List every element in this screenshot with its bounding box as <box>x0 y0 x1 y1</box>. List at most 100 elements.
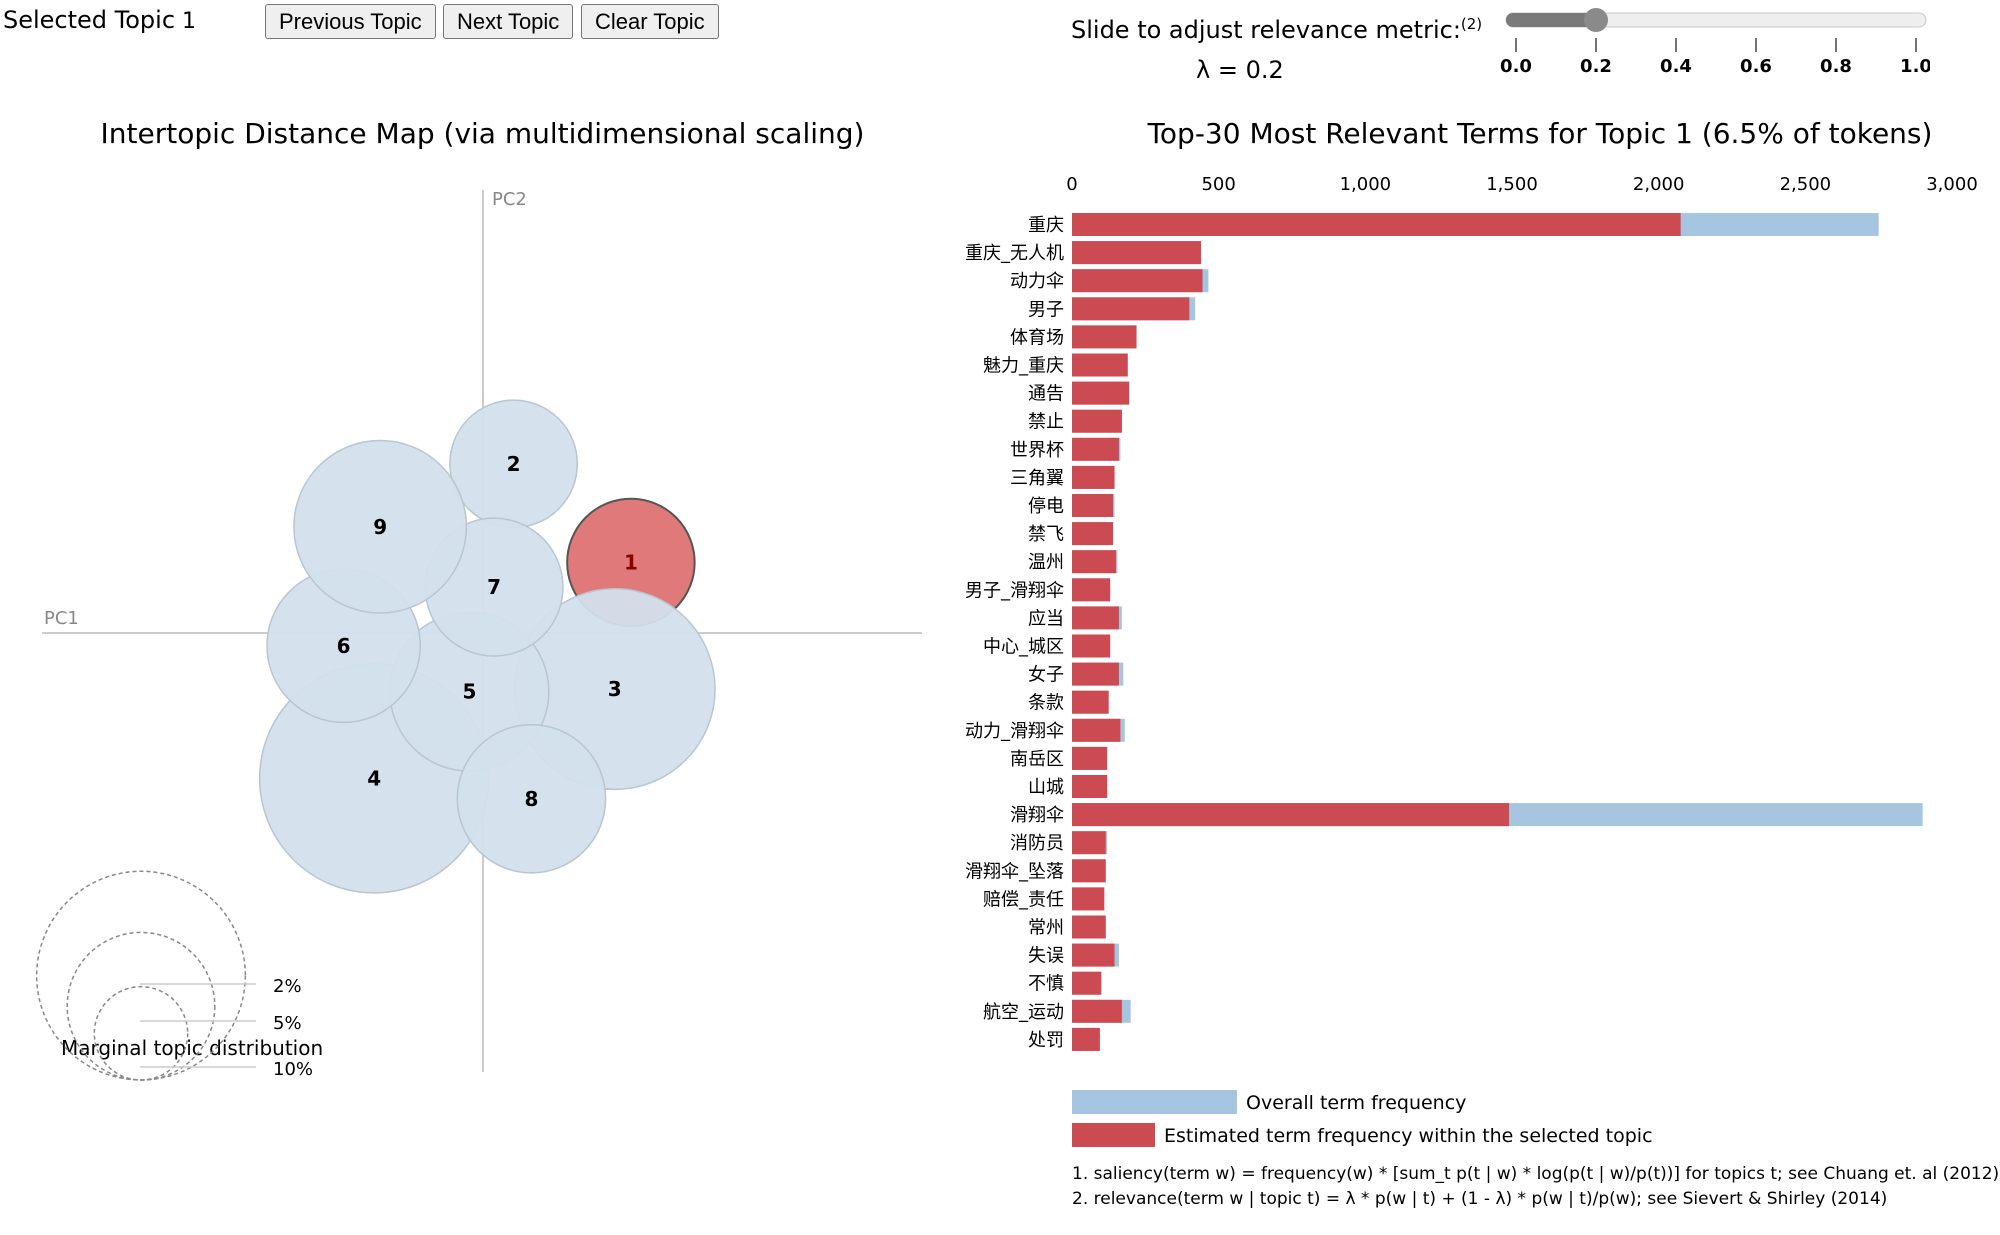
topic-bubble-label[interactable]: 4 <box>367 766 381 790</box>
estimated-bar <box>1072 859 1106 883</box>
topic-bubble-label[interactable]: 8 <box>524 787 538 811</box>
estimated-bar <box>1072 943 1115 967</box>
term-label[interactable]: 重庆 <box>1028 215 1064 236</box>
intertopic-distance-map: PC2 PC1 1 2 3 4 5 6 7 8 9 Marginal topic distrib… <box>35 189 922 1081</box>
estimated-bar <box>1072 578 1111 602</box>
marginal-legend-label: 2% <box>273 976 302 997</box>
term-label[interactable]: 动力伞 <box>1010 271 1064 292</box>
term-label[interactable]: 重庆_无人机 <box>965 243 1064 264</box>
slider-tick-label: 0.8 <box>1820 56 1852 77</box>
estimated-bar <box>1072 550 1116 574</box>
clear-topic-button[interactable]: Clear Topic <box>581 4 719 39</box>
slider-fill <box>1506 13 1596 27</box>
x-tick-label: 3,000 <box>1926 174 1978 195</box>
term-bar-chart: 0 500 1,000 1,500 2,000 2,500 3,000 重庆重庆_无人机动力… <box>965 174 1978 1051</box>
topic-bubble-label[interactable]: 9 <box>373 515 387 539</box>
slider-tick-label: 0.6 <box>1740 56 1772 77</box>
term-label[interactable]: 南岳区 <box>1010 749 1064 770</box>
estimated-bar <box>1072 887 1105 911</box>
estimated-bar <box>1072 353 1128 377</box>
term-label[interactable]: 处罚 <box>1028 1030 1064 1051</box>
term-label[interactable]: 航空_运动 <box>983 1002 1064 1023</box>
term-label[interactable]: 赔偿_责任 <box>983 889 1064 910</box>
term-label[interactable]: 失误 <box>1028 946 1064 967</box>
term-label[interactable]: 动力_滑翔伞 <box>965 721 1064 742</box>
topic-bubble-label[interactable]: 6 <box>337 634 351 658</box>
estimated-bar <box>1072 1027 1100 1051</box>
estimated-bar <box>1072 522 1114 546</box>
estimated-bar <box>1072 718 1121 742</box>
terms-chart-title: Top-30 Most Relevant Terms for Topic 1 (… <box>1147 117 1933 150</box>
estimated-bar <box>1072 690 1109 714</box>
estimated-bar <box>1072 971 1102 995</box>
relevance-slider-label-text: Slide to adjust relevance metric: <box>1071 16 1461 44</box>
estimated-bar <box>1072 915 1106 939</box>
legend-overall-bar <box>1072 1090 1237 1114</box>
term-label[interactable]: 温州 <box>1028 552 1064 573</box>
term-label[interactable]: 消防员 <box>1010 833 1064 854</box>
selected-topic-label: Selected Topic: <box>3 6 184 34</box>
x-tick-label: 1,500 <box>1486 174 1538 195</box>
estimated-bar <box>1072 325 1137 349</box>
term-label[interactable]: 通告 <box>1028 384 1064 405</box>
estimated-bar <box>1072 297 1190 321</box>
x-tick-label: 2,000 <box>1633 174 1685 195</box>
estimated-bar <box>1072 494 1114 517</box>
term-label[interactable]: 不慎 <box>1028 974 1064 995</box>
legend-estimated-text: Estimated term frequency within the sele… <box>1164 1125 1653 1147</box>
estimated-bar <box>1072 831 1106 855</box>
estimated-bar <box>1072 746 1108 770</box>
term-label[interactable]: 条款 <box>1028 693 1064 714</box>
term-label[interactable]: 滑翔伞 <box>1010 805 1064 826</box>
estimated-bar <box>1072 662 1119 686</box>
term-label[interactable]: 魅力_重庆 <box>983 356 1064 377</box>
selected-topic-input[interactable] <box>176 5 262 37</box>
term-label[interactable]: 禁止 <box>1028 412 1064 433</box>
topic-bubble-label[interactable]: 3 <box>608 677 622 701</box>
estimated-bar <box>1072 465 1115 489</box>
slider-tick-label: 1.0 <box>1900 56 1930 77</box>
legend-and-footnotes: Overall term frequency Estimated term fr… <box>1072 1090 1999 1209</box>
estimated-bar <box>1072 381 1130 405</box>
estimated-bar <box>1072 999 1122 1023</box>
pc2-label: PC2 <box>492 189 527 210</box>
term-label[interactable]: 三角翼 <box>1010 468 1064 489</box>
term-label[interactable]: 男子 <box>1028 299 1064 320</box>
x-tick-label: 1,000 <box>1340 174 1392 195</box>
topic-bubble-8[interactable] <box>456 723 607 874</box>
term-label[interactable]: 男子_滑翔伞 <box>965 580 1064 601</box>
footnote-1: 1. saliency(term w) = frequency(w) * [su… <box>1072 1164 1999 1184</box>
term-label[interactable]: 常州 <box>1028 918 1064 939</box>
slider-tick-label: 0.0 <box>1500 56 1532 77</box>
term-label[interactable]: 世界杯 <box>1010 440 1064 461</box>
term-label[interactable]: 中心_城区 <box>983 637 1064 658</box>
relevance-slider[interactable]: 0.0 0.2 0.4 0.6 0.8 1.0 <box>1490 2 1930 82</box>
term-label[interactable]: 女子 <box>1028 665 1064 686</box>
marginal-legend-circle-10 <box>35 870 247 1081</box>
estimated-bar <box>1072 241 1202 265</box>
slider-tick-label: 0.4 <box>1660 56 1692 77</box>
topic-bubble-9[interactable] <box>293 439 468 614</box>
topic-bubble-label[interactable]: 2 <box>507 452 521 476</box>
term-label[interactable]: 滑翔伞_坠落 <box>965 861 1064 882</box>
term-label[interactable]: 禁飞 <box>1028 524 1064 545</box>
topic-bubble-label[interactable]: 1 <box>624 550 638 574</box>
legend-estimated-bar <box>1072 1123 1155 1147</box>
estimated-bar <box>1072 213 1681 236</box>
term-label[interactable]: 停电 <box>1028 496 1064 517</box>
previous-topic-button[interactable]: Previous Topic <box>265 4 436 39</box>
topic-bubble-label[interactable]: 5 <box>462 680 476 704</box>
next-topic-button[interactable]: Next Topic <box>443 4 574 39</box>
term-label[interactable]: 体育场 <box>1010 327 1064 348</box>
term-label[interactable]: 应当 <box>1028 608 1064 629</box>
intertopic-map-title: Intertopic Distance Map (via multidimens… <box>100 117 865 150</box>
slider-tick-label: 0.2 <box>1580 56 1612 77</box>
estimated-bar <box>1072 803 1510 827</box>
estimated-bar <box>1072 269 1203 293</box>
term-label[interactable]: 山城 <box>1028 777 1064 798</box>
estimated-bar <box>1072 634 1111 658</box>
estimated-bar <box>1072 437 1119 461</box>
marginal-legend-label: 5% <box>273 1013 302 1034</box>
slider-handle[interactable] <box>1584 8 1608 32</box>
topic-bubble-label[interactable]: 7 <box>487 575 501 599</box>
